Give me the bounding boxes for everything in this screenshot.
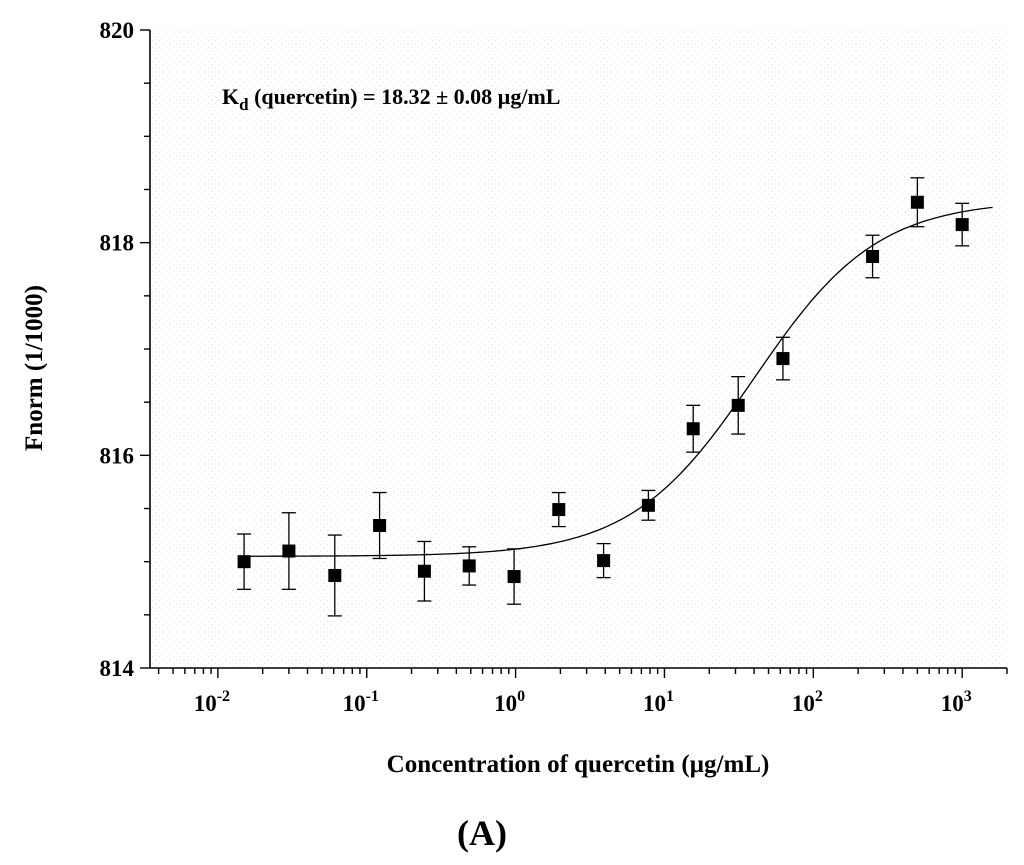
- x-tick-label: 100: [494, 688, 525, 716]
- x-tick-label: 10-1: [343, 688, 379, 716]
- data-points-group: [237, 177, 970, 617]
- data-point: [731, 398, 745, 412]
- data-point: [507, 570, 521, 584]
- x-tick-label-exponent: 1: [666, 688, 674, 705]
- data-point: [955, 218, 969, 232]
- data-point: [776, 352, 790, 366]
- y-tick-label: 816: [100, 443, 135, 468]
- data-point: [910, 195, 924, 209]
- plot-background: [150, 30, 1007, 668]
- panel-label: (A): [457, 813, 507, 853]
- kd-annotation-main: K: [222, 84, 239, 109]
- x-tick-label: 101: [643, 688, 674, 716]
- kd-annotation: Kd (quercetin) = 18.32 ± 0.08 µg/mL: [222, 84, 560, 114]
- x-tick-label-exponent: -1: [366, 688, 379, 705]
- data-point: [328, 568, 342, 582]
- x-tick-label-exponent: 0: [517, 688, 525, 705]
- data-point: [462, 559, 476, 573]
- kd-annotation-rest: (quercetin) = 18.32 ± 0.08 µg/mL: [249, 84, 561, 109]
- x-tick-label-base: 10: [643, 691, 666, 716]
- y-tick-label: 820: [100, 18, 135, 43]
- x-tick-label: 102: [792, 688, 823, 716]
- x-tick-label-base: 10: [941, 691, 964, 716]
- data-point: [686, 422, 700, 436]
- kd-annotation-subscript: d: [239, 95, 249, 114]
- data-point: [373, 519, 387, 533]
- y-axis-title: Fnorm (1/1000): [21, 285, 48, 451]
- axes-group: [149, 30, 1007, 669]
- data-point: [552, 503, 566, 517]
- x-tick-label-exponent: -2: [217, 688, 230, 705]
- x-tick-label-base: 10: [494, 691, 517, 716]
- x-tick-label-exponent: 3: [964, 688, 972, 705]
- data-point: [417, 564, 431, 578]
- x-tick-label: 10-2: [194, 688, 230, 716]
- fit-curve: [244, 206, 993, 557]
- fit-curve-group: [244, 206, 993, 557]
- data-point: [597, 554, 611, 568]
- data-point: [237, 555, 251, 569]
- x-axis-title: Concentration of quercetin (µg/mL): [387, 751, 770, 778]
- data-point: [866, 249, 880, 263]
- axis-ticks: [140, 29, 1008, 678]
- x-tick-label-base: 10: [343, 691, 366, 716]
- x-tick-label: 103: [941, 688, 972, 716]
- x-tick-label-base: 10: [792, 691, 815, 716]
- data-point: [282, 544, 296, 558]
- y-tick-label: 818: [100, 231, 135, 256]
- y-tick-label: 814: [100, 656, 135, 681]
- x-tick-label-base: 10: [194, 691, 217, 716]
- x-tick-label-exponent: 2: [815, 688, 823, 705]
- data-point: [641, 498, 655, 512]
